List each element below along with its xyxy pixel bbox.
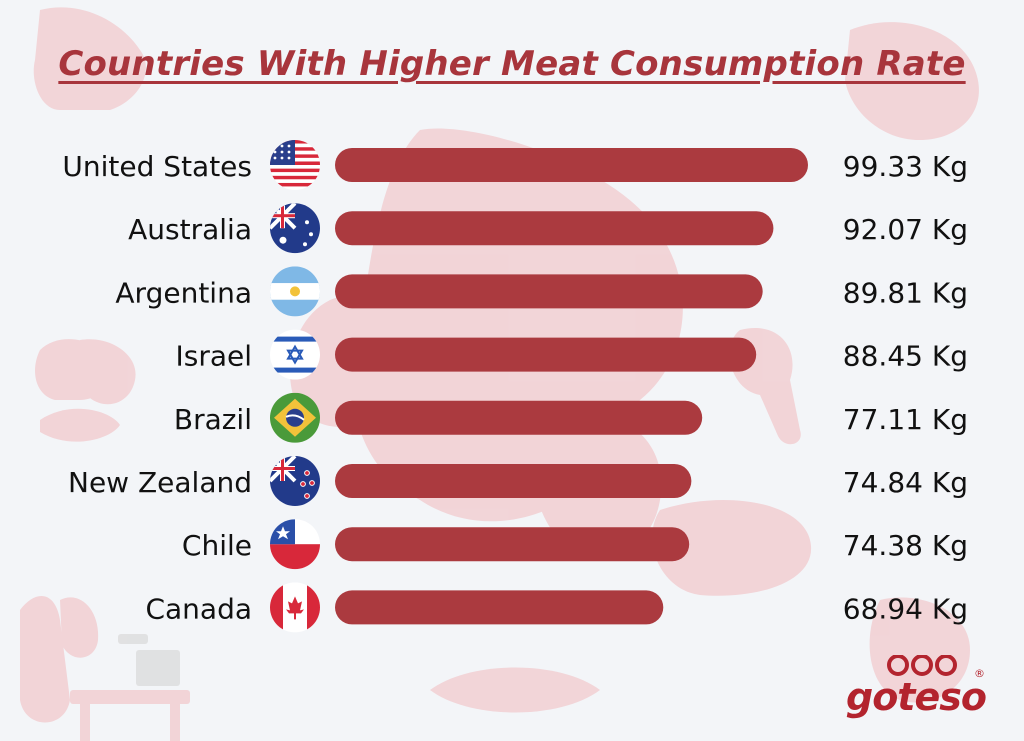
goteso-logo: ® goteso [846,654,996,725]
israel-flag-icon [270,329,320,380]
bar [335,274,763,309]
chart-title: Countries With Higher Meat Consumption R… [58,44,966,84]
new-zealand-flag-icon [270,456,320,506]
bar [335,400,703,435]
category-label: New Zealand [68,466,252,499]
category-label: Israel [175,340,252,373]
registered-mark: ® [974,667,985,680]
category-label: Chile [182,529,252,562]
category-label: Brazil [174,403,252,436]
goteso-logo-text: goteso [846,675,987,719]
brazil-flag-icon [270,392,320,443]
category-label: United States [62,150,252,183]
bar [335,590,664,625]
bar [335,211,774,246]
value-label: 92.07 Kg [843,213,968,246]
value-label: 89.81 Kg [843,276,968,309]
canada-flag-icon [270,582,320,633]
us-flag-icon [270,140,320,190]
chile-flag-icon [270,519,320,570]
value-label: 74.84 Kg [843,466,968,499]
value-label: 77.11 Kg [843,403,968,436]
bar [335,148,808,182]
value-label: 99.33 Kg [843,150,968,183]
argentina-flag-icon [270,266,320,317]
australia-flag-icon [270,203,320,254]
category-label: Argentina [115,276,252,309]
value-label: 68.94 Kg [843,592,968,625]
value-label: 74.38 Kg [843,529,968,562]
category-label: Canada [145,592,252,625]
value-label: 88.45 Kg [843,340,968,373]
category-label: Australia [128,213,252,246]
bar [335,337,757,372]
goteso-logo-mark: ® [887,654,985,680]
bar [335,464,692,498]
bar [335,527,690,562]
